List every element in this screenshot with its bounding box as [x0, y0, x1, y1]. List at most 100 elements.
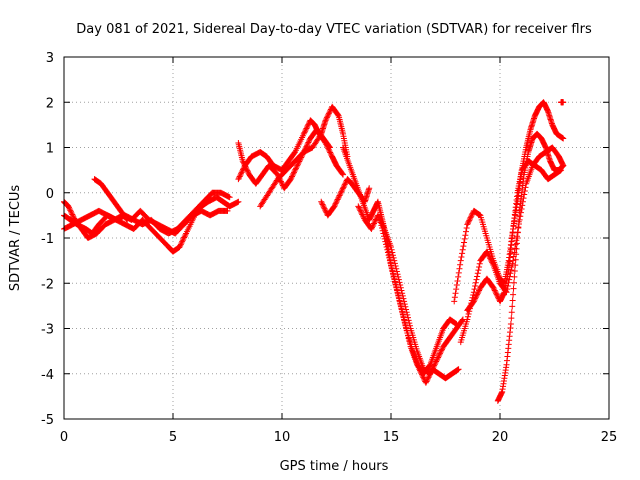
data-point	[70, 214, 77, 221]
data-point	[341, 181, 348, 188]
data-point	[176, 244, 183, 251]
data-point	[355, 203, 362, 210]
data-point	[435, 353, 442, 360]
data-point	[240, 159, 247, 166]
data-point	[288, 174, 295, 181]
data-point	[326, 109, 333, 116]
data-point	[395, 292, 402, 299]
data-point	[291, 168, 298, 175]
data-point	[386, 254, 393, 261]
y-tick-label: -3	[41, 323, 54, 338]
data-point	[399, 309, 406, 316]
data-point	[438, 347, 445, 354]
y-tick-label: -1	[41, 232, 54, 247]
data-point	[457, 261, 464, 268]
data-point	[451, 298, 458, 305]
data-point	[560, 135, 567, 142]
y-tick-label: 0	[46, 187, 54, 202]
data-point	[294, 161, 301, 168]
data-point	[318, 198, 325, 205]
y-axis-label: SDTVAR / TECUs	[8, 185, 23, 292]
data-point	[243, 164, 250, 171]
data-point	[390, 273, 397, 280]
data-point	[369, 223, 376, 230]
data-point	[334, 196, 341, 203]
data-point	[466, 215, 473, 222]
data-point	[472, 294, 479, 301]
data-point	[69, 212, 76, 219]
data-point	[510, 257, 517, 264]
data-point	[375, 213, 382, 220]
data-point	[426, 373, 433, 380]
data-point	[476, 287, 483, 294]
data-point	[510, 291, 517, 298]
data-point	[419, 373, 426, 380]
data-point	[292, 165, 299, 172]
data-point	[278, 179, 285, 186]
data-point	[339, 185, 346, 192]
data-point	[513, 245, 520, 252]
data-point	[293, 163, 300, 170]
data-point	[418, 370, 425, 377]
data-point	[512, 241, 519, 248]
data-point	[457, 257, 464, 264]
data-point	[417, 368, 424, 375]
data-point	[560, 99, 567, 106]
data-point	[182, 231, 189, 238]
data-point	[560, 162, 567, 169]
series-trace-8	[318, 176, 373, 219]
data-point	[340, 171, 347, 178]
data-point	[472, 279, 479, 286]
data-point	[370, 221, 377, 228]
data-point	[391, 276, 398, 283]
data-point	[321, 205, 328, 212]
data-point	[435, 354, 442, 361]
data-point	[235, 176, 242, 183]
data-point	[460, 243, 467, 250]
data-point	[508, 309, 515, 316]
data-point	[464, 316, 471, 323]
data-point	[305, 121, 312, 128]
data-point	[467, 214, 474, 221]
data-point	[384, 246, 391, 253]
data-point	[380, 230, 387, 237]
data-point	[370, 220, 377, 227]
data-point	[378, 222, 385, 229]
y-tick-label: -2	[41, 277, 54, 292]
y-tick-label: -5	[41, 413, 54, 428]
data-point	[487, 255, 494, 262]
data-point	[318, 200, 325, 207]
data-point	[67, 208, 74, 215]
data-point	[359, 212, 366, 219]
data-point	[331, 203, 338, 210]
data-point	[301, 129, 308, 136]
data-point	[399, 311, 406, 318]
data-point	[341, 182, 348, 189]
data-point	[513, 251, 520, 258]
data-point	[426, 371, 433, 378]
data-point	[451, 294, 458, 301]
data-point	[437, 350, 444, 357]
data-point	[179, 238, 186, 245]
data-point	[241, 162, 248, 169]
data-point	[66, 206, 73, 213]
data-point	[67, 207, 74, 214]
data-point	[464, 221, 471, 228]
data-point	[474, 290, 481, 297]
data-point	[177, 242, 184, 249]
data-point	[306, 138, 313, 145]
data-point	[431, 361, 438, 368]
data-point	[459, 250, 466, 257]
data-point	[473, 276, 480, 283]
data-point	[493, 291, 500, 298]
data-point	[455, 273, 462, 280]
data-point	[490, 284, 497, 291]
data-point	[304, 140, 311, 147]
data-point	[452, 290, 459, 297]
data-point	[398, 306, 405, 313]
data-point	[514, 235, 521, 241]
data-point	[424, 375, 431, 382]
data-point	[320, 204, 327, 211]
data-point	[489, 260, 496, 267]
data-point	[466, 217, 473, 224]
